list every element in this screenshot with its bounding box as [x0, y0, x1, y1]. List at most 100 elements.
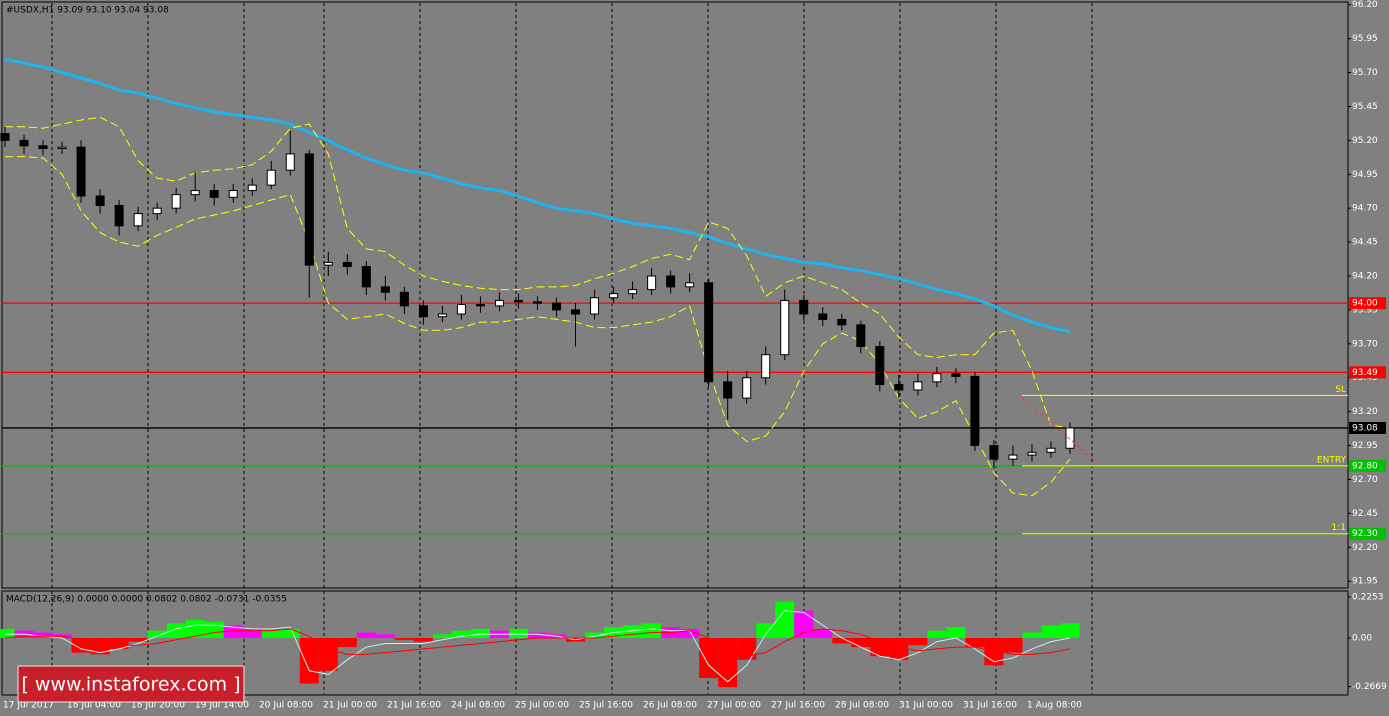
macd-bar	[394, 637, 414, 640]
candle-body	[57, 146, 67, 150]
macd-bar	[204, 621, 224, 638]
candle-body	[456, 303, 466, 315]
candle-body	[628, 289, 638, 295]
macd-bar	[508, 628, 528, 638]
candle-body	[666, 275, 676, 288]
y-tick-label: -0.2669	[1352, 682, 1387, 692]
macd-bar	[33, 632, 53, 638]
candle-body	[723, 381, 733, 399]
macd-bar	[889, 637, 909, 660]
x-tick-label: 20 Jul 08:00	[259, 701, 313, 711]
annotation-label: SL	[1335, 385, 1346, 395]
candle-body	[761, 354, 771, 379]
y-tick-label: 95.45	[1352, 102, 1378, 112]
y-tick-label: 94.20	[1352, 272, 1378, 282]
level-label: 93.49	[1352, 368, 1378, 378]
macd-bar	[965, 637, 985, 648]
candle-body	[875, 346, 885, 386]
candle-body	[361, 266, 371, 288]
candle-body	[190, 190, 200, 196]
price-panel	[1, 1, 1349, 589]
candle-body	[209, 190, 219, 198]
macd-bar	[946, 627, 966, 638]
candle-body	[95, 195, 105, 206]
candle-body	[1065, 427, 1075, 449]
macd-line	[5, 610, 1071, 683]
candle-body	[342, 261, 352, 268]
candle-body	[152, 207, 162, 215]
macd-bar	[223, 625, 243, 638]
macd-bar	[832, 637, 852, 644]
x-tick-label: 27 Jul 00:00	[707, 701, 761, 711]
candle-body	[475, 303, 485, 307]
y-tick-label: 92.95	[1352, 441, 1378, 451]
candle-body	[285, 153, 295, 171]
level-label: 92.30	[1352, 529, 1378, 539]
candle-body	[133, 213, 143, 227]
level-label: 93.08	[1352, 423, 1378, 433]
y-tick-label: 95.20	[1352, 136, 1378, 146]
macd-bar	[1003, 637, 1023, 653]
candle-body	[19, 139, 29, 147]
level-label-box	[1349, 459, 1386, 472]
candle-body	[76, 146, 86, 197]
x-tick-label: 18 Jul 04:00	[67, 701, 121, 711]
watermark-box	[17, 665, 245, 703]
macd-bar	[280, 628, 300, 638]
x-tick-label: 17 Jul 2017	[3, 701, 54, 711]
x-tick-label: 19 Jul 14:00	[195, 701, 249, 711]
candle-body	[323, 261, 333, 266]
y-tick-label: 91.95	[1352, 577, 1378, 587]
y-tick-label: 94.45	[1352, 238, 1378, 248]
macd-bar	[718, 637, 738, 688]
y-tick-label: 93.95	[1352, 305, 1378, 315]
macd-bar	[680, 628, 700, 638]
x-tick-label: 26 Jul 08:00	[643, 701, 697, 711]
macd-bar	[109, 637, 129, 649]
candle-body	[399, 291, 409, 307]
macd-bar	[185, 619, 205, 638]
macd-bar	[375, 634, 395, 638]
macd-bar	[642, 623, 662, 638]
macd-bar	[775, 601, 795, 638]
candle-body	[304, 153, 314, 266]
candle-body	[437, 313, 447, 318]
candle-body	[380, 286, 390, 293]
x-tick-label: 18 Jul 20:00	[131, 701, 185, 711]
macd-bar	[908, 637, 928, 646]
candle-body	[647, 275, 657, 291]
level-label: 92.80	[1352, 461, 1378, 471]
x-tick-label: 25 Jul 16:00	[579, 701, 633, 711]
level-label-box	[1349, 366, 1386, 379]
y-tick-label: 92.45	[1352, 509, 1378, 519]
macd-bar	[356, 632, 376, 638]
macd-bar	[242, 628, 262, 638]
macd-bar	[166, 623, 186, 638]
macd-bar	[1041, 625, 1061, 638]
macd-bar	[1022, 632, 1042, 638]
y-tick-label: 94.95	[1352, 170, 1378, 180]
candle-body	[932, 373, 942, 383]
macd-bar	[299, 637, 319, 684]
candle-body	[1008, 454, 1018, 460]
candle-body	[533, 301, 542, 304]
candle-body	[418, 305, 428, 318]
level-label-box	[1349, 297, 1386, 310]
overlay-line	[4, 57, 1071, 334]
macd-bar	[527, 632, 548, 638]
candle-body	[837, 318, 847, 326]
y-tick-label: 93.70	[1352, 339, 1378, 349]
x-tick-label: 25 Jul 00:00	[515, 701, 569, 711]
candle-body	[685, 282, 695, 288]
candle-body	[780, 299, 790, 356]
x-tick-label: 24 Jul 08:00	[451, 701, 505, 711]
candle-body	[799, 299, 809, 315]
candle-body	[742, 377, 752, 399]
x-tick-label: 27 Jul 16:00	[771, 701, 825, 711]
candle-body	[818, 313, 828, 320]
x-tick-label: 21 Jul 16:00	[387, 701, 441, 711]
x-tick-label: 31 Jul 16:00	[963, 701, 1017, 711]
y-tick-label: 0.2253	[1352, 592, 1384, 602]
